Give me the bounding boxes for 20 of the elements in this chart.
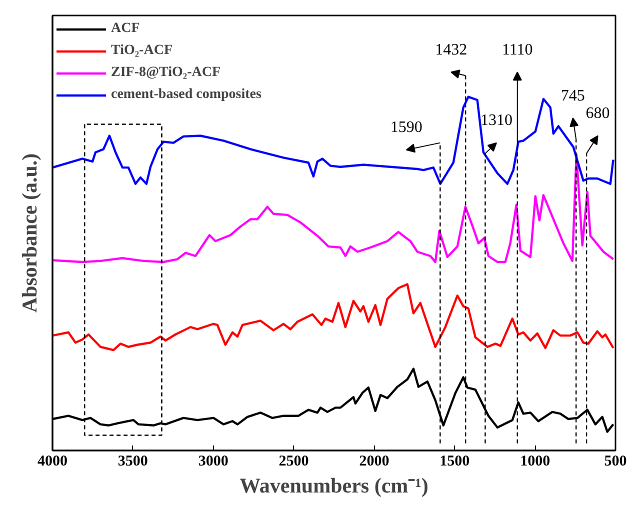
ref-line-label: 1110	[502, 41, 533, 58]
ref-line-label: 745	[560, 87, 585, 104]
ref-line-label: 1310	[480, 112, 512, 130]
ref-line-label: 1432	[435, 41, 468, 58]
legend-label: ZIF-8@TiO₂-ACF	[111, 65, 221, 81]
x-tick-label: 2000	[359, 454, 390, 470]
y-axis-title: Absorbance (a.u.)	[18, 153, 42, 313]
x-tick-label: 3000	[198, 454, 228, 470]
legend-label: ACF	[111, 21, 140, 37]
legend-label: cement-based composites	[111, 87, 262, 103]
x-tick-label: 4000	[38, 454, 68, 470]
x-tick-label: 1000	[520, 454, 550, 470]
x-axis-title: Wavenumbers (cm⁻¹)	[240, 474, 428, 498]
x-tick-label: 1500	[440, 454, 470, 470]
ref-line-label: 680	[586, 105, 610, 122]
legend-label: TiO₂-ACF	[111, 43, 172, 59]
x-tick-label: 3500	[118, 454, 148, 470]
x-tick-label: 500	[604, 454, 627, 470]
ref-line-label: 1590	[390, 119, 422, 136]
x-tick-label: 2500	[278, 454, 309, 470]
